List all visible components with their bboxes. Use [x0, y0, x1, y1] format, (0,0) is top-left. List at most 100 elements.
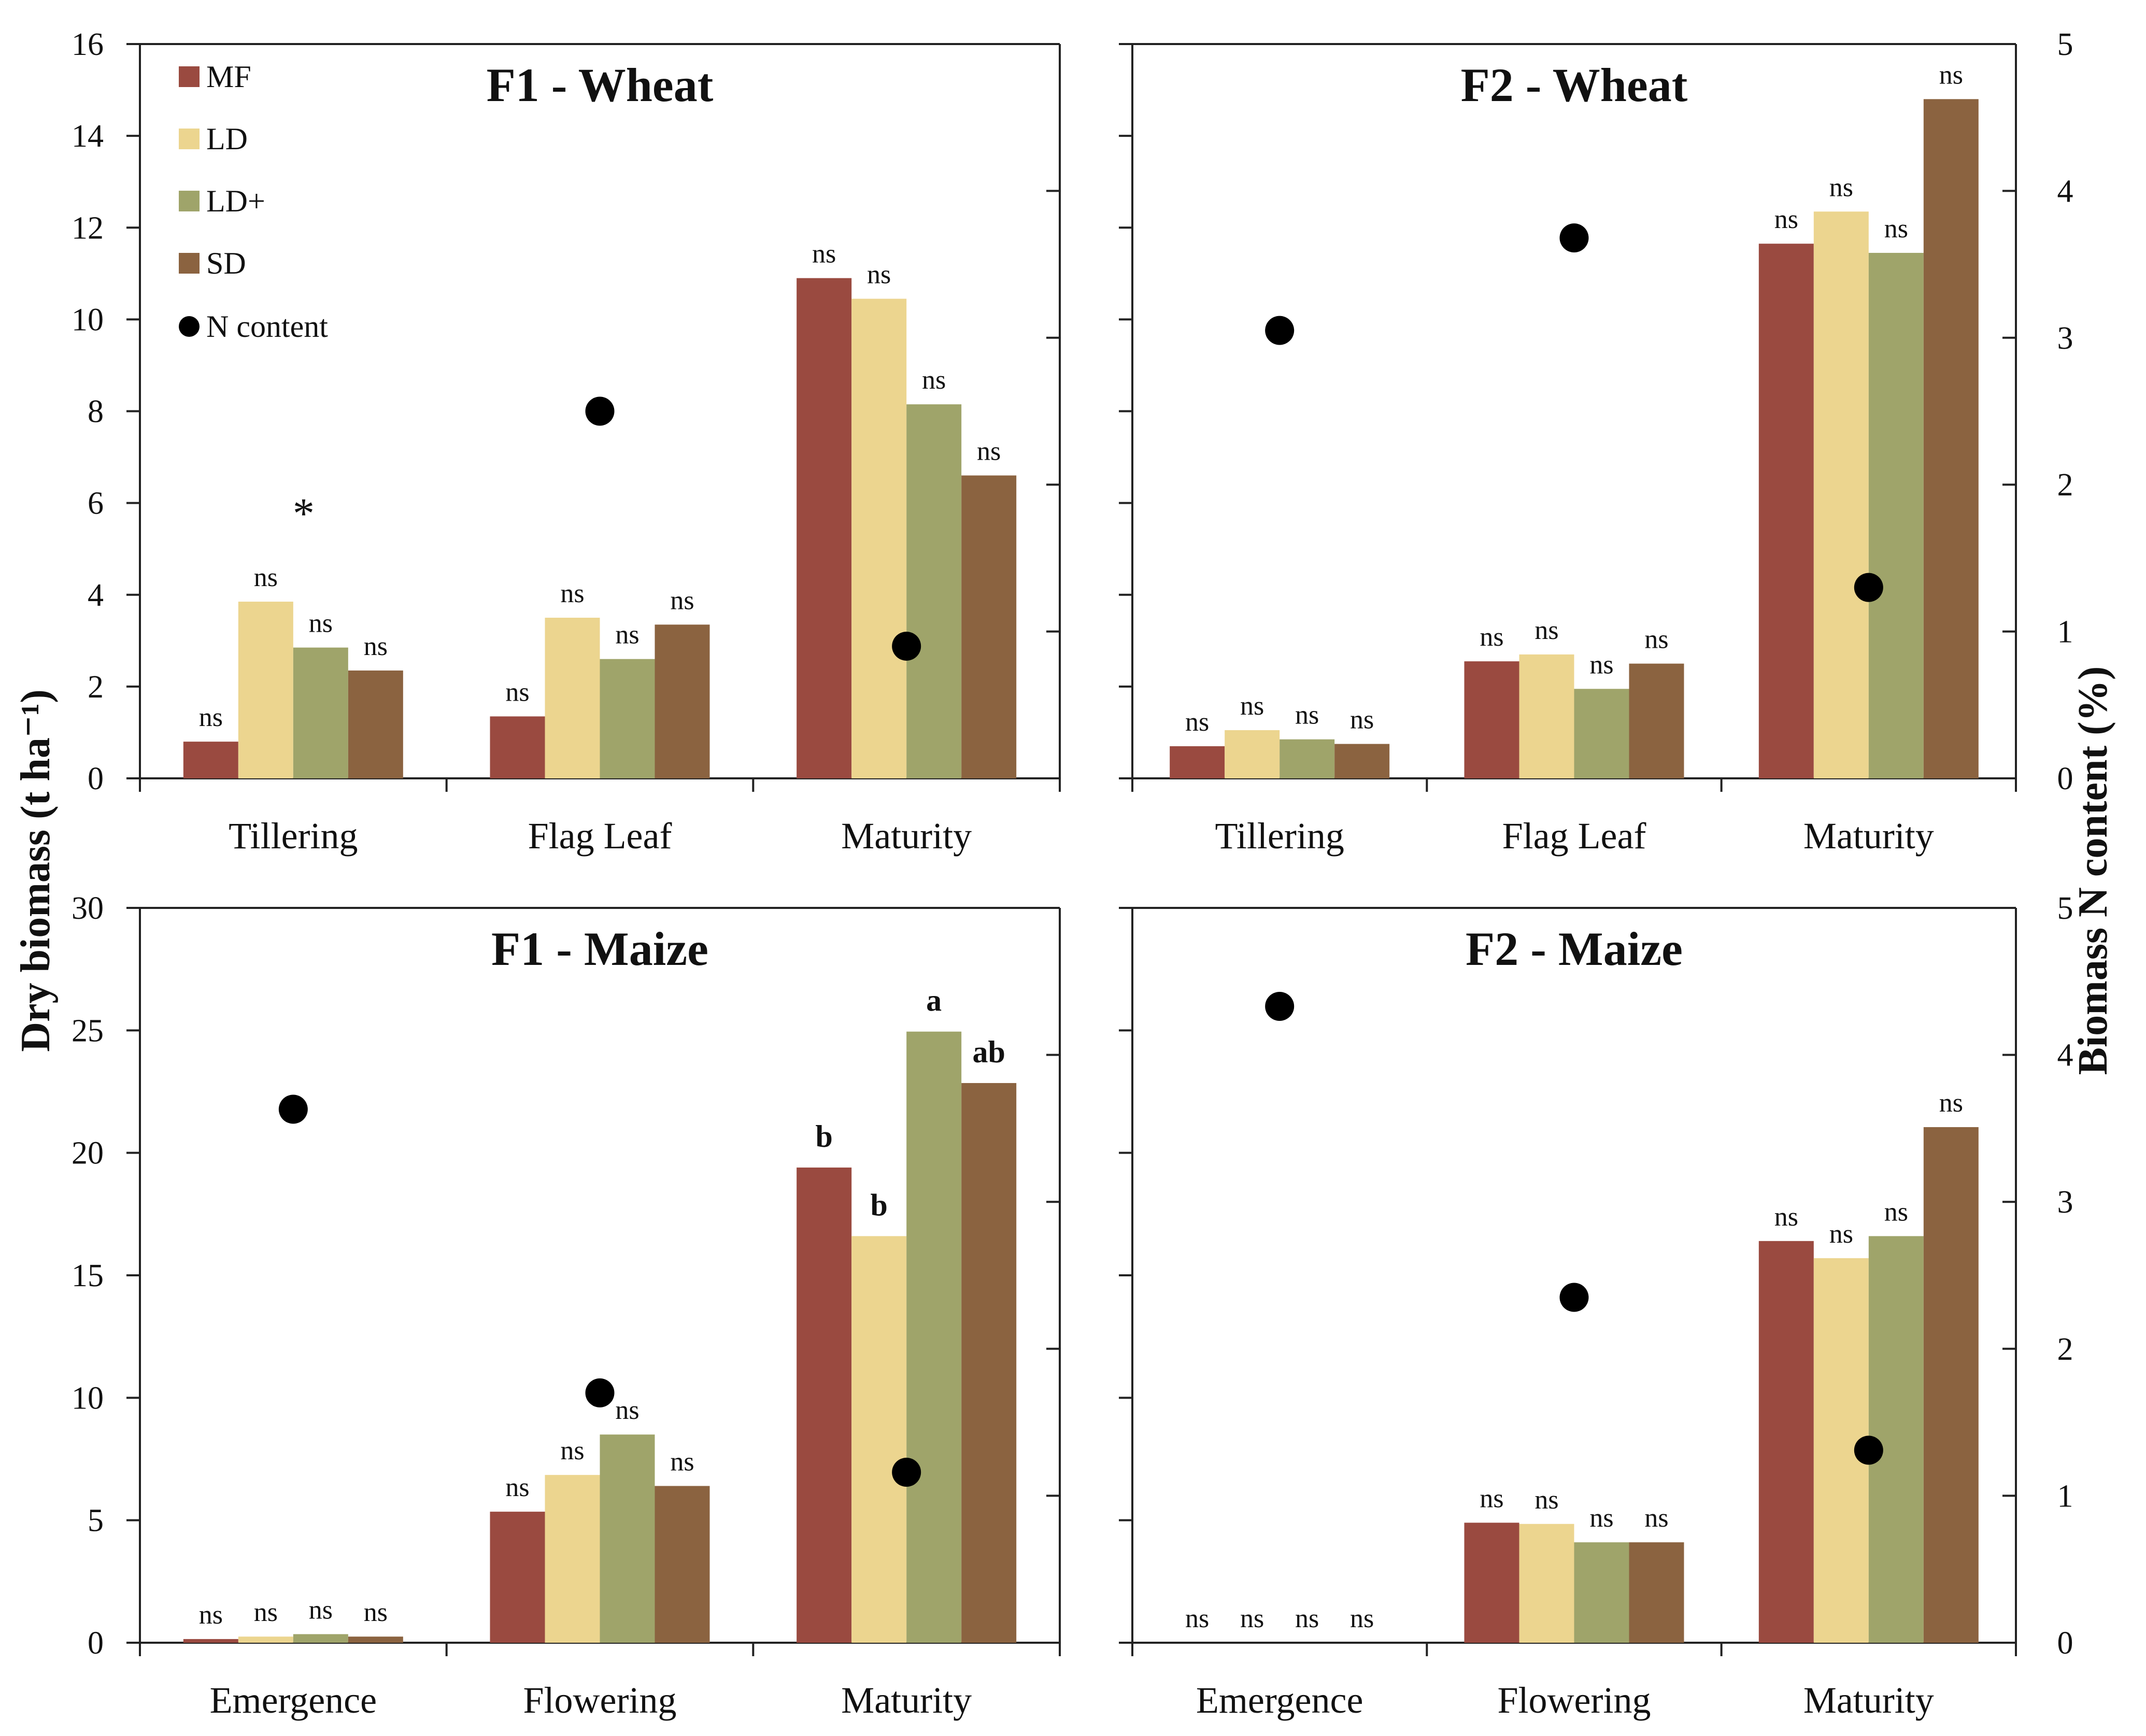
bar-ld	[851, 298, 907, 778]
significance-label: b	[870, 1188, 887, 1222]
bar-sd	[961, 475, 1017, 778]
bar-ldplus	[906, 404, 962, 778]
y-tick-label: 0	[88, 761, 104, 796]
significance-label: ns	[1644, 625, 1668, 654]
significance-label: ns	[1350, 705, 1374, 735]
y-tick-label: 4	[88, 578, 104, 613]
y2-tick-label: 2	[2057, 467, 2073, 503]
bar-sd	[1334, 744, 1390, 778]
y-tick-label: 16	[72, 27, 104, 62]
legend-label-ldplus: LD+	[206, 184, 265, 218]
legend-swatch-ld	[179, 129, 200, 149]
significance-label: ns	[1480, 622, 1503, 652]
panel-title: F2 - Maize	[1466, 922, 1683, 975]
bar-mf	[1758, 244, 1814, 779]
n-content-point	[1559, 223, 1589, 253]
significance-label: ns	[1295, 701, 1319, 730]
y-axis-label-left: Dry biomass (t ha⁻¹)	[13, 689, 59, 1052]
n-content-point	[585, 396, 615, 426]
n-content-point	[1265, 316, 1295, 345]
significance-asterisk: *	[293, 489, 315, 537]
x-category-label: Flag Leaf	[1502, 815, 1646, 857]
bar-sd	[961, 1083, 1017, 1643]
panel-f2-wheat: 0 1 2 3 4 5 F2 - Wheat ns ns ns ns Tillering ns ns ns n…	[1119, 27, 2073, 857]
significance-label: ns	[1884, 214, 1908, 244]
n-content-point	[892, 631, 921, 661]
x-category-label: Flowering	[523, 1680, 677, 1721]
significance-label: ns	[615, 1396, 639, 1425]
significance-label: ns	[977, 436, 1001, 466]
x-category-label: Flag Leaf	[528, 815, 672, 857]
bar-ldplus	[906, 1031, 962, 1643]
significance-label: ns	[1185, 1604, 1209, 1633]
significance-label: ns	[560, 1436, 584, 1465]
bar-ld	[1519, 1524, 1574, 1643]
y2-tick-label: 2	[2057, 1332, 2073, 1367]
x-category-label: Tillering	[1215, 815, 1344, 857]
bar-sd	[1923, 1127, 1979, 1643]
bar-ldplus	[293, 647, 348, 778]
significance-label: ns	[1774, 1202, 1798, 1232]
bar-ld	[545, 1475, 600, 1643]
bar-mf	[797, 1168, 852, 1643]
bar-mf	[1464, 661, 1519, 778]
significance-label: ns	[812, 239, 836, 269]
legend-marker-n-content	[179, 316, 200, 337]
significance-label: ns	[364, 632, 388, 661]
y-tick-label: 20	[72, 1136, 104, 1171]
n-content-point	[1854, 1435, 1883, 1465]
significance-label: ns	[1774, 205, 1798, 234]
bar-sd	[1629, 663, 1684, 778]
significance-label: ns	[1939, 60, 1963, 90]
bar-sd	[655, 1486, 710, 1643]
y-tick-label: 15	[72, 1258, 104, 1293]
significance-label: ns	[364, 1598, 388, 1627]
bar-ld	[1519, 654, 1574, 778]
significance-label: ns	[309, 609, 333, 638]
y-tick-label: 10	[72, 302, 104, 337]
n-content-point	[892, 1458, 921, 1487]
y2-tick-label: 0	[2057, 1626, 2073, 1661]
bar-mf	[183, 1639, 238, 1643]
y-tick-label: 12	[72, 210, 104, 246]
legend-swatch-mf	[179, 66, 200, 87]
bar-mf	[797, 278, 852, 778]
bar-mf	[1758, 1241, 1814, 1643]
y-tick-label: 5	[88, 1503, 104, 1539]
bar-ldplus	[293, 1634, 348, 1643]
significance-label: ns	[1534, 1485, 1558, 1515]
legend-label-sd: SD	[206, 246, 246, 280]
significance-label: ns	[560, 579, 584, 608]
significance-label: ns	[1589, 650, 1613, 679]
y-tick-label: 25	[72, 1013, 104, 1048]
bar-ldplus	[1868, 252, 1924, 779]
significance-label: ns	[254, 563, 278, 592]
bar-ldplus	[1280, 739, 1335, 778]
bar-ld	[545, 618, 600, 778]
y-tick-label: 6	[88, 486, 104, 521]
y-tick-label: 30	[72, 891, 104, 926]
n-content-point	[1559, 1283, 1589, 1312]
significance-label: ns	[1295, 1604, 1319, 1633]
significance-label: ns	[505, 1473, 529, 1502]
bar-sd	[348, 670, 403, 778]
x-category-label: Tillering	[229, 815, 358, 857]
bar-ldplus	[600, 659, 655, 778]
n-content-point	[1265, 992, 1295, 1021]
y2-tick-label: 1	[2057, 1478, 2073, 1514]
significance-label: ns	[1939, 1088, 1963, 1118]
bar-ld	[238, 1637, 293, 1643]
legend: MF LD LD+ SD N content	[179, 60, 328, 344]
significance-label: ns	[199, 1600, 223, 1630]
panel-f1-wheat: 0 2 4 6 8 10 12 14 16 F1 - Wheat ns ns ns ns * Tillerin…	[72, 27, 1061, 857]
panel-f1-maize: 0 5 10 15 20 25 30 F1 - Maize ns ns ns ns Emergence n…	[72, 891, 1061, 1721]
legend-label-ld: LD	[206, 122, 248, 156]
y-tick-label: 10	[72, 1381, 104, 1416]
y-tick-label: 8	[88, 394, 104, 430]
significance-label: ns	[1534, 616, 1558, 645]
x-category-label: Maturity	[841, 815, 972, 857]
n-content-point	[278, 1094, 308, 1124]
bar-ldplus	[600, 1434, 655, 1643]
legend-label-mf: MF	[206, 60, 251, 94]
